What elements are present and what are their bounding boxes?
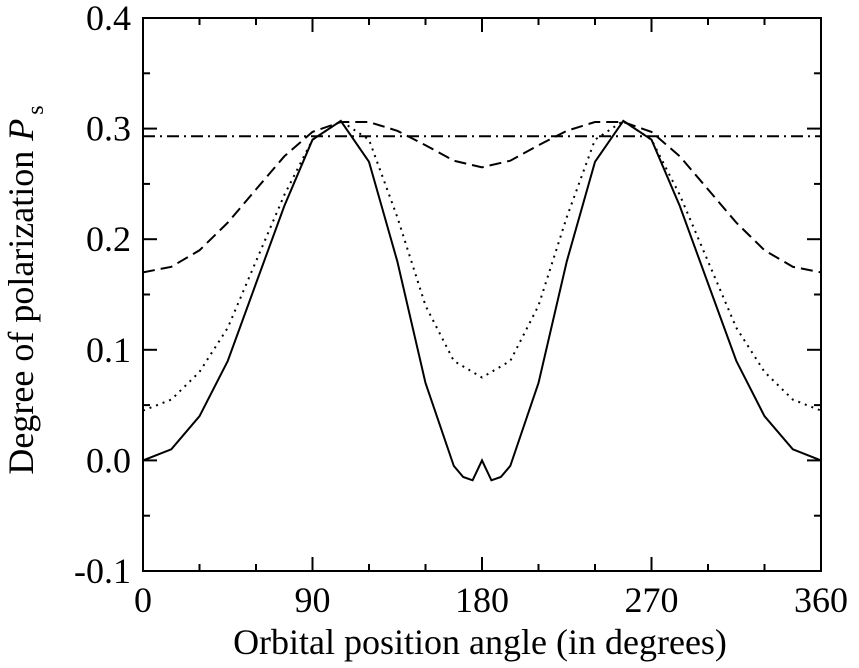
y-tick-label: -0.1 — [74, 551, 131, 591]
y-tick-label: 0.4 — [86, 0, 131, 38]
x-tick-label: 360 — [794, 580, 848, 620]
series-line-dashed — [142, 121, 822, 274]
series-layer — [142, 119, 822, 482]
y-axis-title-text: Degree of polarization — [1, 151, 41, 475]
x-tick-label: 90 — [295, 580, 331, 620]
y-tick-label: 0.1 — [86, 330, 131, 370]
series-line-solid — [142, 119, 822, 482]
y-axis-title-symbol: P — [1, 119, 41, 142]
y-tick-label: 0.3 — [86, 109, 131, 149]
y-tick-label: 0.0 — [86, 440, 131, 480]
y-axis-title-subscript: s — [23, 105, 49, 114]
x-axis-title: Orbital position angle (in degrees) — [233, 622, 727, 662]
x-tick-label: 0 — [134, 580, 152, 620]
y-tick-label: 0.2 — [86, 219, 131, 259]
tick-labels-layer: 0 90 180 270 360 -0.1 0.0 0.1 0.2 0.3 0.4 — [74, 0, 848, 620]
series-line-dotted — [142, 119, 822, 412]
plot-frame — [142, 17, 822, 572]
x-tick-label: 270 — [625, 580, 679, 620]
ticks-layer — [142, 17, 822, 572]
x-tick-label: 180 — [455, 580, 509, 620]
y-axis-title: Degree of polarization Ps — [1, 105, 49, 474]
